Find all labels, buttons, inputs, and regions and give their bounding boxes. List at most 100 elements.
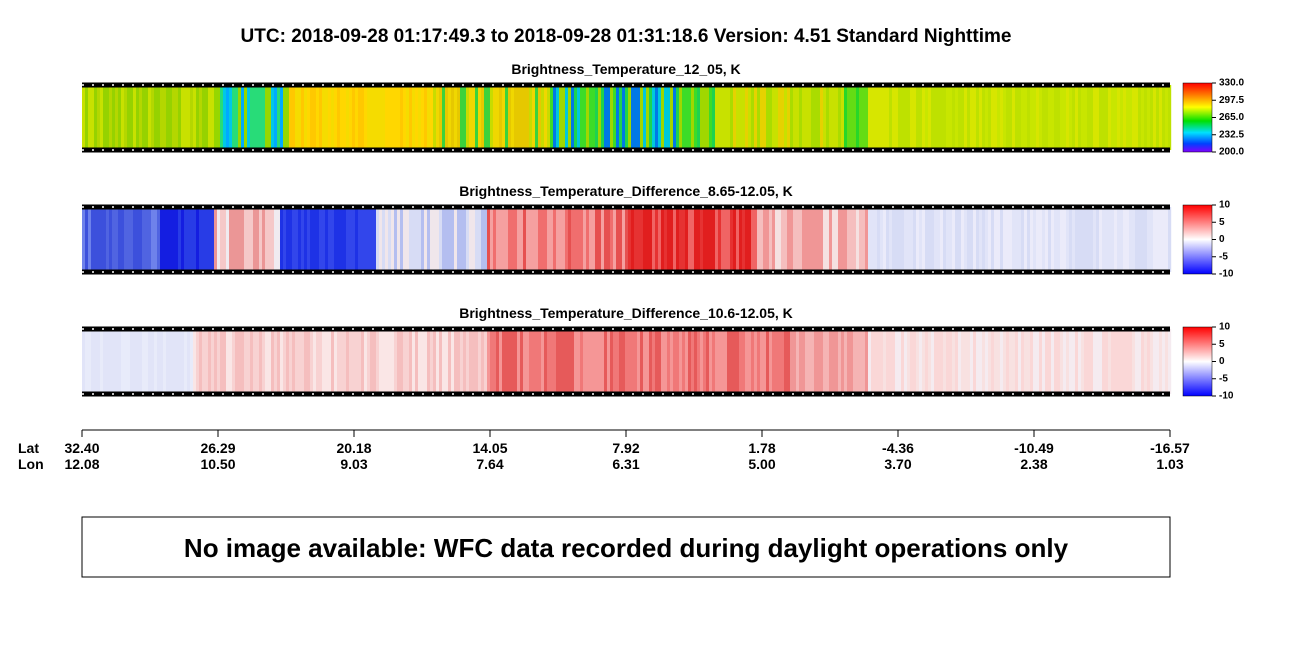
colorbar-label: 10 (1219, 200, 1231, 211)
image-column (490, 85, 494, 150)
image-column (1138, 207, 1142, 272)
image-column (763, 207, 767, 272)
image-column (313, 207, 317, 272)
image-column (136, 207, 140, 272)
image-column (712, 207, 716, 272)
image-column (337, 329, 341, 394)
image-column (754, 329, 758, 394)
image-column (319, 329, 323, 394)
image-column (181, 85, 185, 150)
image-column (535, 207, 539, 272)
colorbar-label: 0 (1219, 234, 1225, 245)
image-column (844, 329, 848, 394)
image-column (772, 329, 776, 394)
image-column (541, 329, 545, 394)
image-column (952, 207, 956, 272)
image-column (1000, 329, 1004, 394)
colorbar-label: 10 (1219, 322, 1231, 333)
image-column (820, 329, 824, 394)
image-column (196, 85, 200, 150)
image-column (310, 329, 314, 394)
image-column (865, 207, 869, 272)
image-column (1090, 329, 1094, 394)
image-column (739, 329, 743, 394)
image-column (187, 85, 191, 150)
image-column (631, 329, 635, 394)
image-column (676, 329, 680, 394)
image-column (1060, 207, 1064, 272)
image-column (247, 207, 251, 272)
image-column (565, 85, 569, 150)
image-column (466, 207, 470, 272)
image-column (838, 207, 842, 272)
image-column (145, 207, 149, 272)
image-column (814, 329, 818, 394)
image-column (424, 85, 428, 150)
image-column (1108, 85, 1112, 150)
image-column (94, 85, 98, 150)
image-column (394, 85, 398, 150)
image-column (1042, 329, 1046, 394)
image-column (721, 85, 725, 150)
image-column (871, 85, 875, 150)
image-column (538, 329, 542, 394)
image-column (910, 329, 914, 394)
image-column (472, 329, 476, 394)
image-column (898, 329, 902, 394)
image-column (700, 207, 704, 272)
image-column (235, 329, 239, 394)
image-column (559, 85, 563, 150)
image-column (88, 85, 92, 150)
image-column (850, 329, 854, 394)
image-column (931, 85, 935, 150)
lat-label: -4.36 (882, 440, 914, 456)
image-column (682, 85, 686, 150)
image-column (343, 207, 347, 272)
image-column (697, 85, 701, 150)
image-column (1021, 329, 1025, 394)
image-column (766, 329, 770, 394)
image-column (739, 85, 743, 150)
lat-label: -10.49 (1014, 440, 1054, 456)
image-column (622, 329, 626, 394)
image-column (880, 329, 884, 394)
image-column (610, 329, 614, 394)
image-column (100, 85, 104, 150)
image-column (640, 329, 644, 394)
image-column (370, 329, 374, 394)
image-column (730, 207, 734, 272)
image-column (817, 207, 821, 272)
image-column (1030, 329, 1034, 394)
image-column (559, 329, 563, 394)
image-column (328, 207, 332, 272)
image-column (241, 207, 245, 272)
image-column (1024, 329, 1028, 394)
image-column (91, 207, 95, 272)
image-column (991, 207, 995, 272)
image-column (400, 329, 404, 394)
image-column (979, 85, 983, 150)
image-column (385, 329, 389, 394)
image-column (367, 329, 371, 394)
image-column (1111, 85, 1115, 150)
image-column (439, 329, 443, 394)
image-column (463, 207, 467, 272)
image-column (805, 329, 809, 394)
image-column (448, 207, 452, 272)
image-column (592, 85, 596, 150)
image-column (916, 85, 920, 150)
image-column (781, 207, 785, 272)
image-column (202, 329, 206, 394)
image-column (280, 329, 284, 394)
image-column (334, 85, 338, 150)
image-column (907, 85, 911, 150)
image-column (1066, 85, 1070, 150)
image-column (403, 85, 407, 150)
image-column (361, 85, 365, 150)
image-column (1144, 85, 1148, 150)
image-column (910, 207, 914, 272)
image-column (853, 207, 857, 272)
image-column (439, 207, 443, 272)
image-column (961, 207, 965, 272)
image-column (1132, 85, 1136, 150)
